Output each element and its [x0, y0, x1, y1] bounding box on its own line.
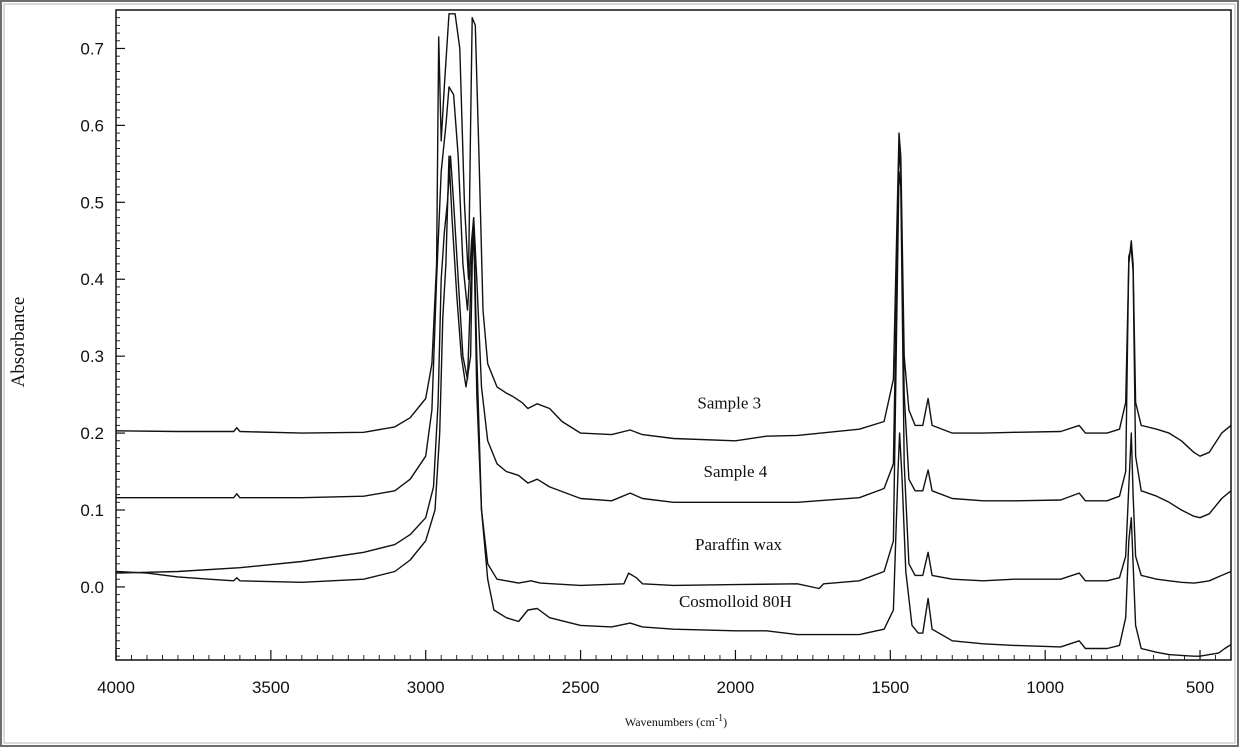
- series-lines: [115, 13, 1232, 657]
- series-line-sample-4: [116, 86, 1232, 519]
- x-axis-title-main: Wavenumbers (cm: [625, 715, 716, 729]
- x-axis-title: Wavenumbers (cm-1): [625, 713, 727, 729]
- y-tick-label: 0.5: [80, 193, 104, 212]
- series-line-cosmolloid-80h: [115, 155, 1232, 657]
- axis-ticks: 0.0 0.1 0.2 0.3 0.4 0.5 0.6 0.7 4000 3500 3000 2500…: [80, 9, 1232, 697]
- series-line-paraffin-wax: [115, 155, 1232, 590]
- y-tick-label: 0.4: [80, 270, 104, 289]
- x-tick-label: 1500: [871, 678, 909, 697]
- y-tick-label: 0.3: [80, 347, 104, 366]
- x-tick-label: 3500: [252, 678, 290, 697]
- x-tick-label: 3000: [407, 678, 445, 697]
- series-label: Sample 4: [704, 462, 768, 481]
- y-tick-label: 0.6: [80, 116, 104, 135]
- x-axis-title-tail: ): [723, 715, 727, 729]
- series-label: Paraffin wax: [695, 535, 783, 554]
- y-tick-label: 0.7: [80, 39, 104, 58]
- y-tick-label: 0.1: [80, 501, 104, 520]
- x-tick-label: 2500: [562, 678, 600, 697]
- outer-frame-inner: [3, 3, 1236, 744]
- series-labels: Sample 3 Sample 4 Paraffin wax Cosmolloid 8…: [679, 394, 792, 611]
- y-tick-label: 0.2: [80, 424, 104, 443]
- x-tick-label: 2000: [717, 678, 755, 697]
- x-tick-label: 500: [1186, 678, 1214, 697]
- y-tick-label: 0.0: [80, 578, 104, 597]
- x-tick-label: 1000: [1026, 678, 1064, 697]
- x-axis-title-superscript: -1: [715, 713, 723, 724]
- series-label: Sample 3: [697, 394, 761, 413]
- series-label: Cosmolloid 80H: [679, 592, 792, 611]
- y-axis-title: Absorbance: [8, 297, 29, 388]
- x-tick-label: 4000: [97, 678, 135, 697]
